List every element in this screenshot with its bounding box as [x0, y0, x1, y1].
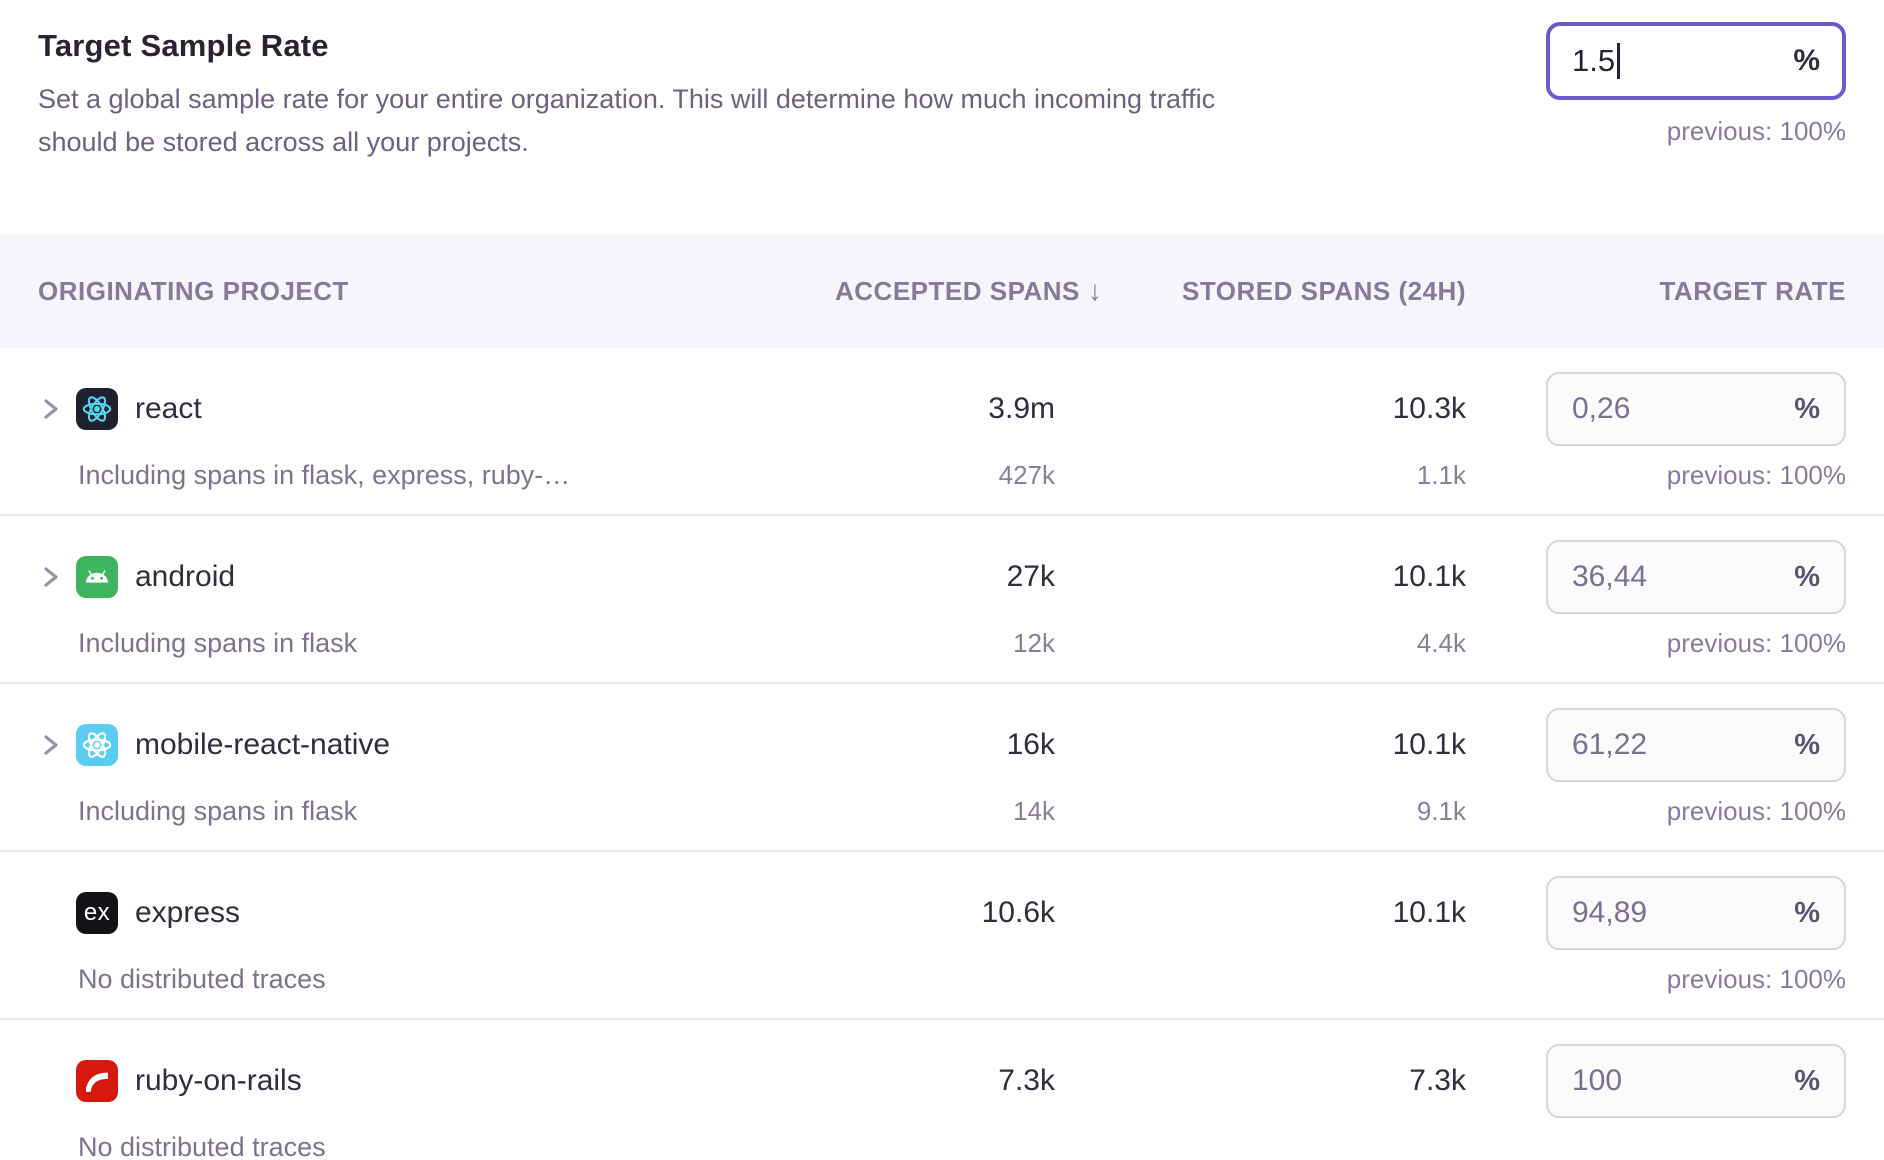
- stored-spans-subvalue: 4.4k: [1416, 627, 1466, 658]
- sort-descending-icon: ↓: [1087, 275, 1103, 306]
- rate-value: 94,89: [1572, 896, 1648, 929]
- project-rows: react 3.9m 10.3k 0,26 % Including spans …: [0, 348, 1884, 1160]
- percent-suffix: %: [1793, 44, 1820, 77]
- column-header-originating-project: ORIGINATING PROJECT: [38, 275, 349, 306]
- global-sample-rate-input[interactable]: 1.5 %: [1546, 22, 1846, 100]
- project-rate-input[interactable]: 94,89 %: [1546, 876, 1846, 950]
- previous-rate-label: previous: 100%: [1666, 963, 1846, 994]
- project-rate-input[interactable]: 36,44 %: [1546, 540, 1846, 614]
- column-header-accepted-spans[interactable]: ACCEPTED SPANS ↓: [835, 275, 1103, 306]
- section-description: Set a global sample rate for your entire…: [38, 78, 1846, 164]
- rate-value: 61,22: [1572, 728, 1648, 761]
- rate-value: 0,26: [1572, 392, 1631, 425]
- table-row: ruby-on-rails 7.3k 7.3k 100 % No distrib…: [0, 1020, 1884, 1160]
- project-rate-input[interactable]: 100 %: [1546, 1044, 1846, 1118]
- project-rate-input[interactable]: 0,26 %: [1546, 372, 1846, 446]
- accepted-spans-subvalue: 12k: [1013, 627, 1055, 658]
- project-name: ruby-on-rails: [135, 1064, 302, 1097]
- distributed-traces-note: Including spans in flask: [78, 795, 358, 826]
- react-platform-icon: [76, 388, 118, 430]
- project-cell: react: [38, 388, 835, 430]
- previous-rate-label: previous: 100%: [1666, 459, 1846, 490]
- percent-suffix: %: [1794, 560, 1820, 593]
- previous-rate-label: previous: 100%: [1666, 795, 1846, 826]
- table-row: ex express 10.6k 10.1k 94,89 % No distri…: [0, 852, 1884, 1020]
- accepted-spans-value: 27k: [1006, 560, 1055, 593]
- table-row: mobile-react-native 16k 10.1k 61,22 % In…: [0, 684, 1884, 852]
- column-header-stored-spans: STORED SPANS (24H): [1182, 275, 1466, 306]
- project-cell: mobile-react-native: [38, 724, 835, 766]
- stored-spans-subvalue: 1.1k: [1416, 459, 1466, 490]
- global-rate-value: 1.5: [1572, 43, 1616, 78]
- percent-suffix: %: [1794, 392, 1820, 425]
- text-caret: [1617, 43, 1621, 79]
- column-header-target-rate: TARGET RATE: [1659, 275, 1846, 306]
- stored-spans-value: 10.1k: [1392, 560, 1466, 593]
- description-line: should be stored across all your project…: [38, 127, 529, 157]
- global-rate-container: 1.5 % previous: 100%: [1546, 22, 1846, 147]
- accepted-spans-value: 10.6k: [981, 896, 1055, 929]
- android-platform-icon: [76, 556, 118, 598]
- percent-suffix: %: [1794, 1064, 1820, 1097]
- expand-chevron-icon[interactable]: [40, 562, 62, 592]
- stored-spans-subvalue: 9.1k: [1416, 795, 1466, 826]
- accepted-spans-value: 7.3k: [998, 1064, 1055, 1097]
- table-row: android 27k 10.1k 36,44 % Including span…: [0, 516, 1884, 684]
- distributed-traces-note: No distributed traces: [78, 963, 326, 994]
- accepted-spans-subvalue: 427k: [998, 459, 1055, 490]
- previous-rate-label: previous: 100%: [1666, 116, 1846, 146]
- project-name: react: [135, 392, 202, 425]
- accepted-spans-value: 3.9m: [988, 392, 1055, 425]
- target-sample-rate-section: Target Sample Rate Set a global sample r…: [0, 0, 1884, 198]
- stored-spans-value: 10.1k: [1392, 728, 1466, 761]
- table-header: ORIGINATING PROJECT ACCEPTED SPANS ↓ STOR…: [0, 234, 1884, 348]
- page-title: Target Sample Rate: [38, 28, 329, 63]
- description-line: Set a global sample rate for your entire…: [38, 84, 1216, 114]
- previous-rate-label: previous: 100%: [1666, 627, 1846, 658]
- stored-spans-value: 10.3k: [1392, 392, 1466, 425]
- distributed-traces-note: No distributed traces: [78, 1131, 326, 1160]
- rails-platform-icon: [76, 1060, 118, 1102]
- project-cell: ex express: [38, 892, 835, 934]
- percent-suffix: %: [1794, 728, 1820, 761]
- project-name: android: [135, 560, 236, 593]
- table-row: react 3.9m 10.3k 0,26 % Including spans …: [0, 348, 1884, 516]
- react-native-platform-icon: [76, 724, 118, 766]
- expand-chevron-icon[interactable]: [40, 394, 62, 424]
- project-name: mobile-react-native: [135, 728, 391, 761]
- project-cell: android: [38, 556, 835, 598]
- rate-value: 100: [1572, 1064, 1623, 1097]
- express-platform-icon: ex: [76, 892, 118, 934]
- distributed-traces-note: Including spans in flask: [78, 627, 358, 658]
- project-rate-input[interactable]: 61,22 %: [1546, 708, 1846, 782]
- distributed-traces-note: Including spans in flask, express, ruby-…: [78, 459, 571, 490]
- rate-value: 36,44: [1572, 560, 1648, 593]
- project-cell: ruby-on-rails: [38, 1060, 835, 1102]
- stored-spans-value: 7.3k: [1409, 1064, 1466, 1097]
- project-name: express: [135, 896, 241, 929]
- percent-suffix: %: [1794, 896, 1820, 929]
- stored-spans-value: 10.1k: [1392, 896, 1466, 929]
- expand-chevron-icon[interactable]: [40, 730, 62, 760]
- accepted-spans-subvalue: 14k: [1013, 795, 1055, 826]
- accepted-spans-value: 16k: [1006, 728, 1055, 761]
